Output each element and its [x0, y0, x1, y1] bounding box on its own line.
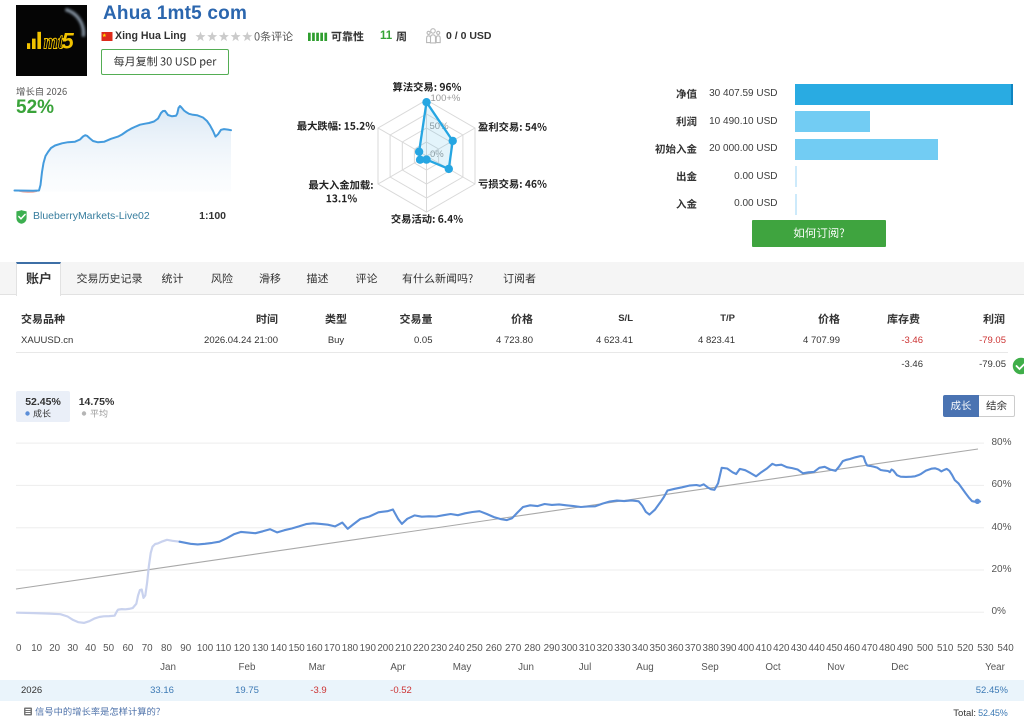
- svg-text:mt: mt: [44, 30, 65, 54]
- svg-text:5: 5: [62, 29, 75, 54]
